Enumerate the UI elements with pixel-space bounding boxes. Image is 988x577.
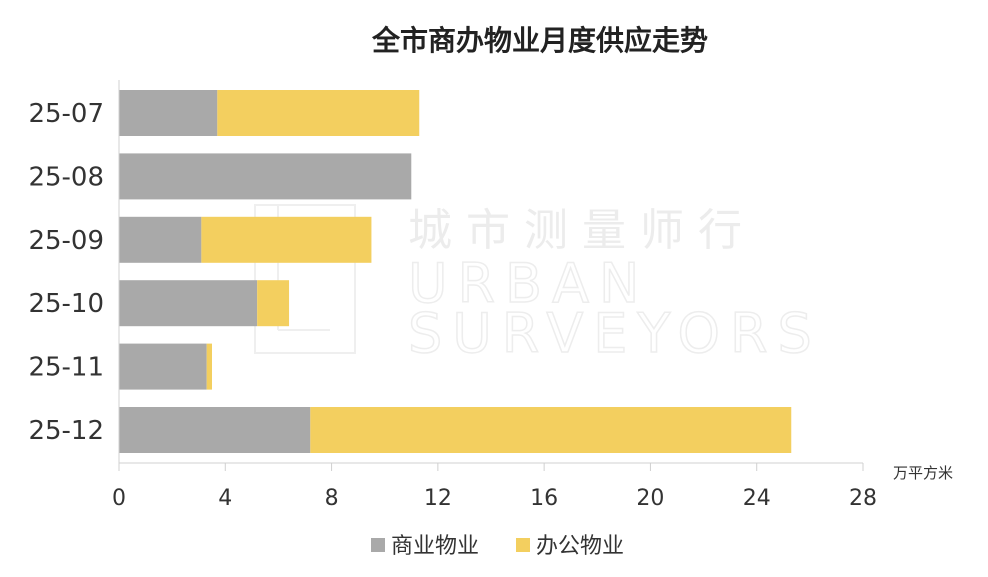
x-tick-label: 20 [636,486,664,511]
bar-office-25-07 [217,90,420,136]
x-tick-group: 0 4 8 12 16 20 24 28 [112,463,877,511]
chart-title: 全市商办物业月度供应走势 [371,24,708,57]
bar-office-25-09 [201,216,372,263]
legend-swatch-commercial [371,538,385,552]
bar-commercial-25-07 [119,90,218,136]
legend: 商业物业 办公物业 [371,534,624,559]
x-tick-label: 4 [218,486,232,511]
category-label: 25-08 [28,162,104,192]
watermark-cn: 城市测量师行 [408,205,756,256]
x-tick-label: 28 [849,486,877,511]
category-label: 25-09 [28,226,104,256]
category-label: 25-12 [28,416,104,446]
bar-commercial-25-09 [119,216,202,263]
bar-commercial-25-12 [119,407,311,453]
category-label: 25-11 [28,353,104,383]
watermark-en-line2: SURVEYORS [408,302,822,365]
category-label: 25-10 [28,289,104,319]
bar-commercial-25-11 [119,343,207,390]
x-tick-label: 8 [325,486,339,511]
bar-office-25-11 [206,343,212,390]
legend-label-office: 办公物业 [536,534,624,559]
x-tick-label: 24 [743,486,771,511]
bar-commercial-25-10 [119,280,258,327]
legend-label-commercial: 商业物业 [391,534,479,559]
watermark-en-line1: URBAN [408,252,649,315]
bar-office-25-12 [310,407,792,453]
watermark: 城市测量师行 URBAN SURVEYORS [254,204,822,366]
x-tick-label: 12 [424,486,452,511]
bar-commercial-25-08 [119,153,412,200]
x-axis-unit-label: 万平方米 [893,464,953,482]
watermark-logo-frame [254,204,356,354]
x-tick-label: 16 [530,486,558,511]
legend-swatch-office [516,538,530,552]
bar-group [119,90,792,453]
bar-office-25-10 [257,280,290,327]
category-label-group: 25-07 25-08 25-09 25-10 25-11 25-12 [28,99,104,446]
x-tick-label: 0 [112,486,126,511]
category-label: 25-07 [28,99,104,129]
